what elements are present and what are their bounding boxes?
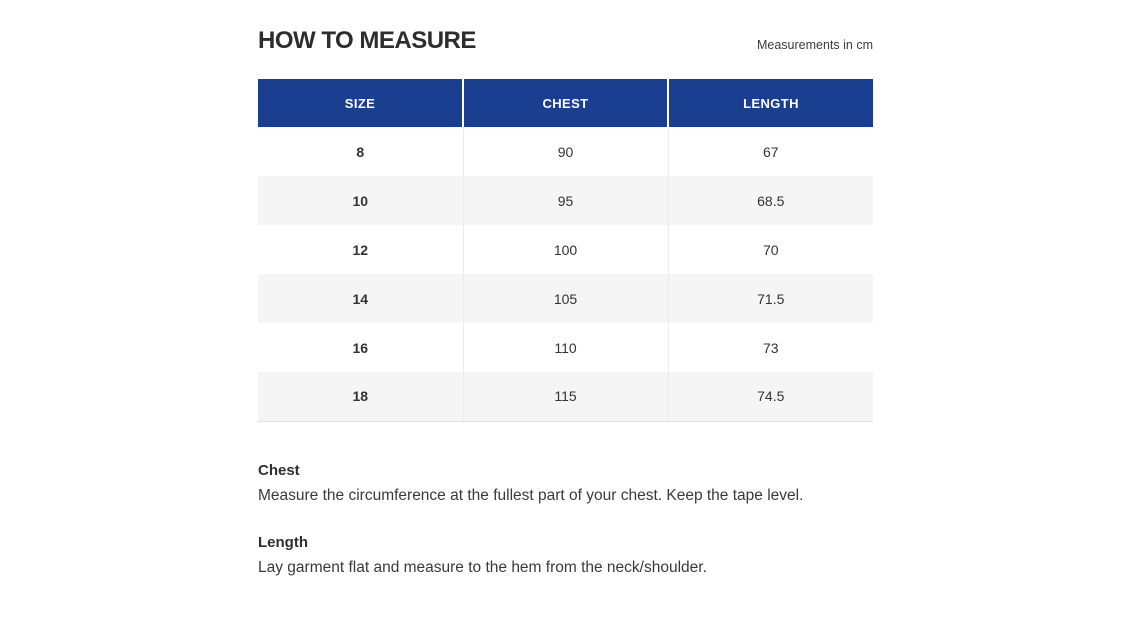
note-chest: Chest Measure the circumference at the f… (258, 461, 873, 507)
note-length-heading: Length (258, 533, 308, 551)
note-length: Length Lay garment flat and measure to t… (258, 533, 873, 579)
length-value: 73 (668, 323, 873, 372)
size-value: 10 (258, 176, 464, 225)
size-value: 12 (258, 225, 464, 274)
column-header-size: SIZE (258, 79, 464, 127)
units-note: Measurements in cm (756, 38, 873, 52)
chest-value: 95 (463, 176, 669, 225)
note-chest-text: Measure the circumference at the fullest… (258, 486, 804, 504)
note-chest-heading: Chest (258, 461, 300, 479)
table-row: 10 95 68.5 (258, 176, 873, 225)
chest-value: 110 (463, 323, 669, 372)
length-value: 70 (668, 225, 873, 274)
table-row: 8 90 67 (258, 127, 873, 176)
measurement-notes: Chest Measure the circumference at the f… (258, 461, 873, 579)
size-guide-section: HOW TO MEASURE Measurements in cm SIZE C… (258, 0, 873, 579)
length-value: 68.5 (668, 176, 873, 225)
note-length-text: Lay garment flat and measure to the hem … (258, 558, 707, 576)
length-value: 71.5 (668, 274, 873, 323)
size-chart-table: SIZE CHEST LENGTH 8 90 67 10 95 68.5 12 … (258, 79, 873, 422)
size-value: 18 (258, 372, 464, 422)
table-row: 18 115 74.5 (258, 372, 873, 422)
chest-value: 115 (463, 372, 669, 422)
size-value: 16 (258, 323, 464, 372)
column-header-length: LENGTH (668, 79, 873, 127)
size-value: 14 (258, 274, 464, 323)
chest-value: 100 (463, 225, 669, 274)
page-title: HOW TO MEASURE (258, 27, 476, 54)
size-guide-header: HOW TO MEASURE Measurements in cm (258, 27, 873, 55)
length-value: 74.5 (668, 372, 873, 422)
table-row: 12 100 70 (258, 225, 873, 274)
chest-value: 105 (463, 274, 669, 323)
chest-value: 90 (463, 127, 669, 176)
length-value: 67 (668, 127, 873, 176)
size-value: 8 (258, 127, 464, 176)
table-row: 14 105 71.5 (258, 274, 873, 323)
table-header-row: SIZE CHEST LENGTH (258, 79, 873, 127)
column-header-chest: CHEST (463, 79, 669, 127)
table-row: 16 110 73 (258, 323, 873, 372)
